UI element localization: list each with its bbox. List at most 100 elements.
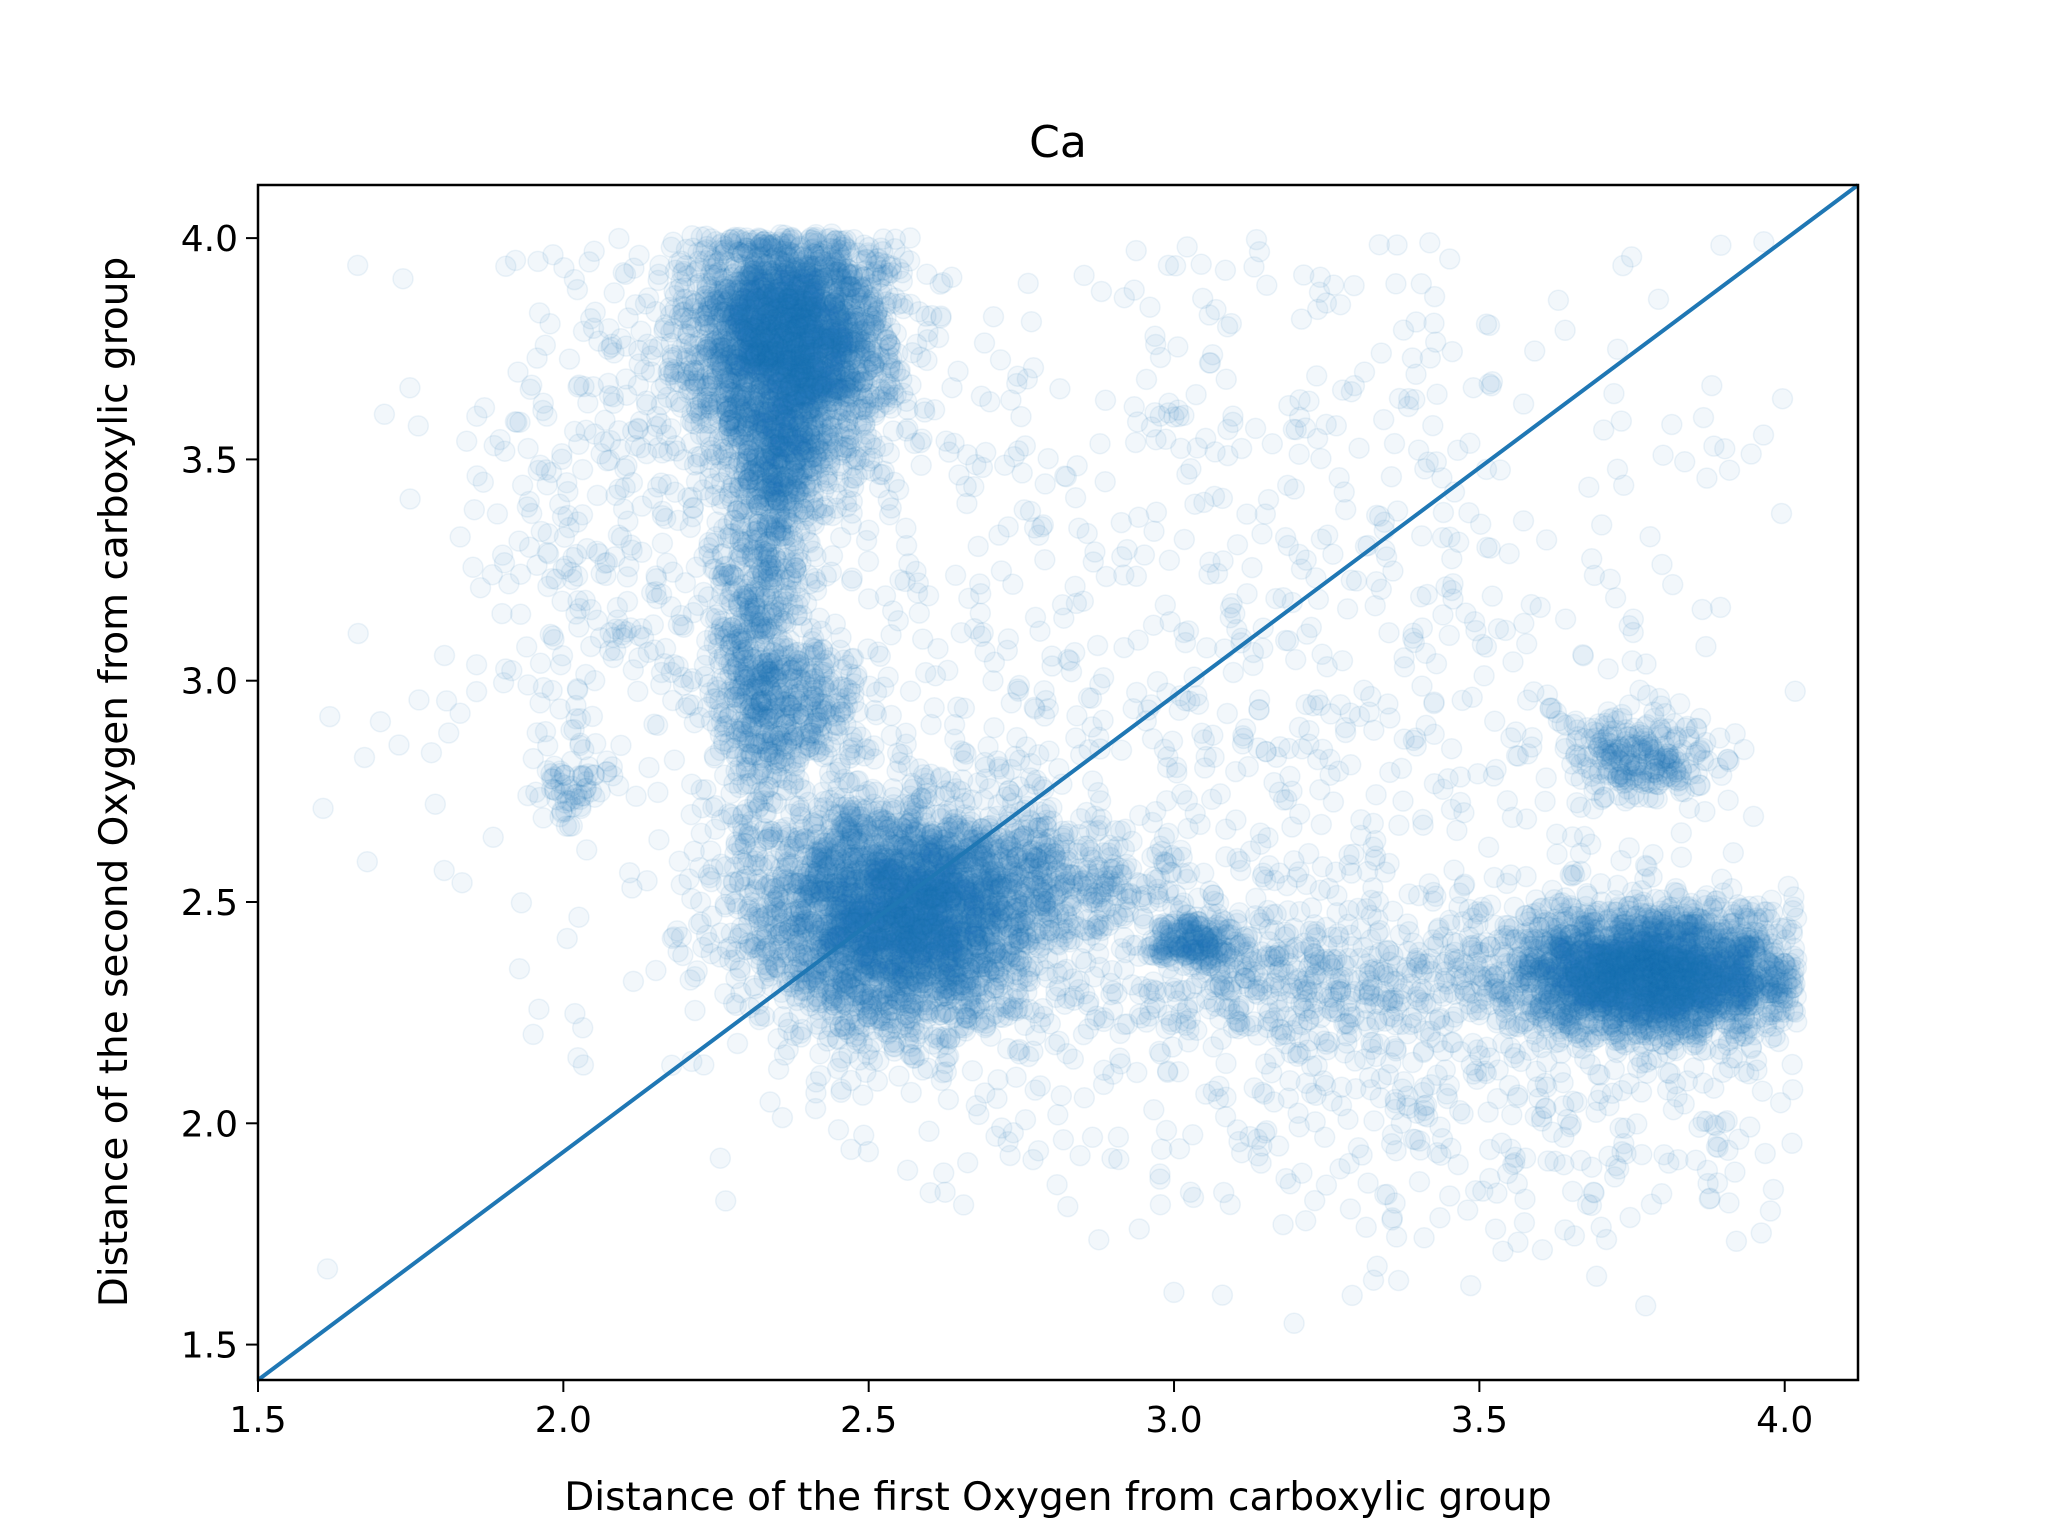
scatter-point [767,344,789,366]
scatter-point [775,367,798,389]
scatter-point [777,357,799,379]
scatter-point [747,430,770,453]
scatter-point [786,315,808,338]
scatter-point [746,260,768,282]
scatter-point [909,346,932,368]
scatter-point [719,319,741,342]
scatter-point [877,362,900,385]
scatter-point [837,390,859,413]
scatter-point [792,352,814,374]
scatter-point [846,312,869,335]
scatter-point [808,268,830,290]
scatter-point [793,360,816,382]
scatter-point [774,259,797,282]
scatter-point [789,306,812,329]
scatter-point [798,284,820,307]
scatter-point [772,310,795,333]
scatter-point [728,226,750,249]
scatter-point [784,317,807,340]
scatter-point [778,269,801,291]
scatter-point [789,298,811,321]
scatter-point [855,360,878,383]
scatter-point [838,293,861,316]
scatter-point [749,279,771,301]
scatter-point [927,326,950,349]
scatter-point [806,304,829,326]
scatter-point [762,296,785,318]
scatter-point [784,334,807,357]
scatter-point [744,330,766,352]
scatter-point [660,321,682,343]
scatter-point [805,255,827,278]
scatter-point [778,377,801,399]
scatter-point [748,299,770,321]
scatter-point [739,278,761,300]
scatter-point [857,284,879,306]
scatter-point [675,288,697,310]
scatter-point [801,311,823,334]
scatter-point [828,279,850,302]
scatter-point [820,244,843,267]
scatter-point [788,372,810,395]
scatter-point [723,413,746,435]
scatter-point [831,337,853,359]
scatter-point [797,323,819,345]
scatter-point [766,264,788,286]
scatter-point [766,286,789,309]
scatter-point [739,358,761,380]
scatter-point [628,244,650,267]
scatter-point [846,242,869,264]
scatter-point [817,431,840,454]
scatter-point [721,305,744,327]
scatter-point [673,307,695,329]
scatter-point [750,747,772,769]
scatter-point [905,333,928,356]
scatter-point [840,276,862,298]
scatter-point [682,294,705,316]
scatter-point [835,279,858,301]
scatter-point [733,263,756,285]
scatter-point [753,340,776,363]
scatter-point [819,318,842,340]
scatter-point [829,251,852,273]
scatter-point [786,289,809,312]
scatter-point [725,322,748,344]
scatter-point [808,337,830,360]
scatter-point [788,280,810,302]
scatter-point [836,258,859,280]
scatter-point [799,285,822,308]
scatter-point [777,246,800,269]
scatter-point [806,299,829,322]
scatter-point [892,382,914,404]
scatter-point [775,362,797,385]
scatter-point [740,353,762,375]
scatter-point [701,375,723,397]
scatter-point [833,281,855,303]
scatter-point [728,312,751,335]
scatter-point [916,263,938,286]
scatter-point [691,796,713,819]
scatter-point [756,318,779,341]
scatter-point [788,520,811,542]
scatter-point [719,633,742,655]
scatter-point [714,272,737,295]
scatter-point [745,287,768,310]
scatter-point [877,393,899,416]
scatter-point [764,299,787,321]
scatter-point [790,444,813,467]
scatter-point [803,230,826,253]
scatter-point [675,332,698,354]
scatter-point [785,337,808,359]
scatter-point [727,296,749,318]
scatter-point [793,297,815,320]
scatter-point [772,227,794,250]
scatter-point [774,404,796,426]
scatter-point [777,287,799,310]
scatter-point [789,346,811,368]
scatter-point [799,321,821,343]
scatter-point [802,285,824,307]
scatter-point [805,369,827,392]
scatter-point [808,305,830,328]
scatter-point [700,363,722,386]
